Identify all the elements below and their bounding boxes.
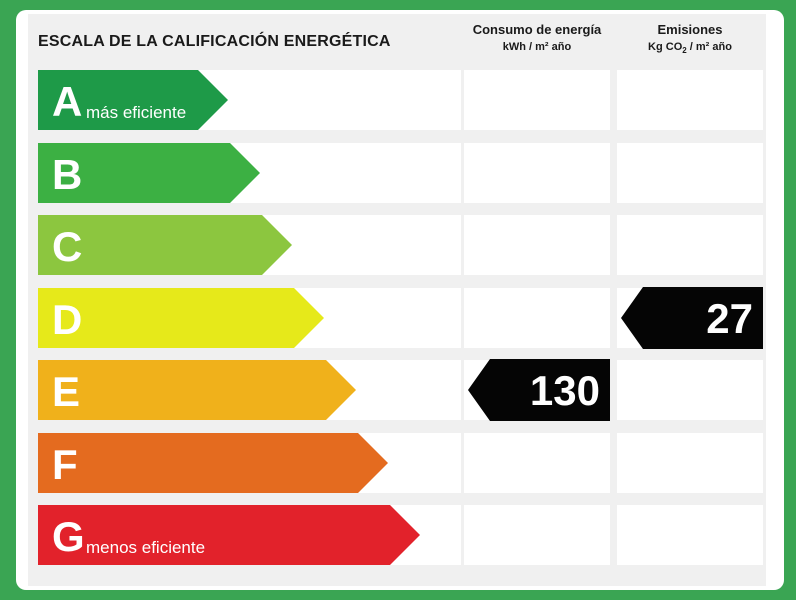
- row-b-cell-1: [464, 143, 610, 203]
- rating-arrow-shape-c: [38, 215, 292, 275]
- row-f-cell-1: [464, 433, 610, 493]
- row-a-cell-2: [617, 70, 763, 130]
- rating-arrow-shape-f: [38, 433, 388, 493]
- rating-arrow-shape-g: [38, 505, 420, 565]
- row-g-cell-2: [617, 505, 763, 565]
- rating-letter-f: F: [52, 441, 78, 488]
- emissions-unit-prefix: Kg CO: [648, 41, 683, 53]
- emissions-rating-tag: [621, 287, 763, 349]
- rating-arrow-shape-d: [38, 288, 324, 348]
- consumption-rating-tag: [468, 359, 610, 421]
- rating-letter-c: C: [52, 223, 83, 270]
- rating-arrow-a: [38, 70, 228, 130]
- consumption-rating-tag-shape: [468, 359, 610, 421]
- rating-arrow-b: [38, 143, 260, 203]
- rating-caption-a: más eficiente: [86, 103, 187, 122]
- row-b-cell-2: [617, 143, 763, 203]
- consumption-rating-value: 130: [529, 367, 600, 414]
- rating-caption-g: menos eficiente: [86, 538, 206, 557]
- emissions-rating-tag-shape: [621, 287, 763, 349]
- row-c-cell-2: [617, 215, 763, 275]
- rating-arrow-f: [38, 433, 388, 493]
- page-title: ESCALA DE LA CALIFICACIÓN ENERGÉTICA: [38, 33, 391, 50]
- rating-letter-d: D: [52, 296, 83, 343]
- emissions-label: Emisiones: [657, 22, 723, 37]
- emissions-column-header: Emisiones Kg CO2 / m² año: [617, 22, 763, 55]
- rating-letter-a: A: [52, 78, 83, 125]
- rating-letter-b: B: [52, 151, 83, 198]
- rating-arrow-d: [38, 288, 324, 348]
- rating-arrow-shape-e: [38, 360, 356, 420]
- row-e-cell-2: [617, 360, 763, 420]
- row-d-cell-1: [464, 288, 610, 348]
- rating-letter-g: G: [52, 513, 85, 560]
- watermark: habitaclia: [332, 284, 462, 314]
- rating-arrow-g: [38, 505, 420, 565]
- rating-arrow-shape-a: [38, 70, 228, 130]
- consumption-column-header: Consumo de energía kWh / m² año: [464, 22, 610, 53]
- rating-arrow-shape-b: [38, 143, 260, 203]
- emissions-unit-suffix: / m² año: [686, 41, 732, 53]
- emissions-rating-value: 27: [706, 295, 753, 342]
- row-a-cell-1: [464, 70, 610, 130]
- rating-letter-e: E: [52, 368, 81, 415]
- row-c-cell-1: [464, 215, 610, 275]
- row-f-cell-2: [617, 433, 763, 493]
- consumption-label: Consumo de energía: [472, 22, 602, 37]
- rating-arrow-e: [38, 360, 356, 420]
- row-g-cell-1: [464, 505, 610, 565]
- emissions-unit-sub: 2: [682, 46, 687, 56]
- rating-arrow-c: [38, 215, 292, 275]
- consumption-unit: kWh / m² año: [502, 41, 572, 53]
- emissions-unit: Kg CO2 / m² año: [617, 41, 763, 55]
